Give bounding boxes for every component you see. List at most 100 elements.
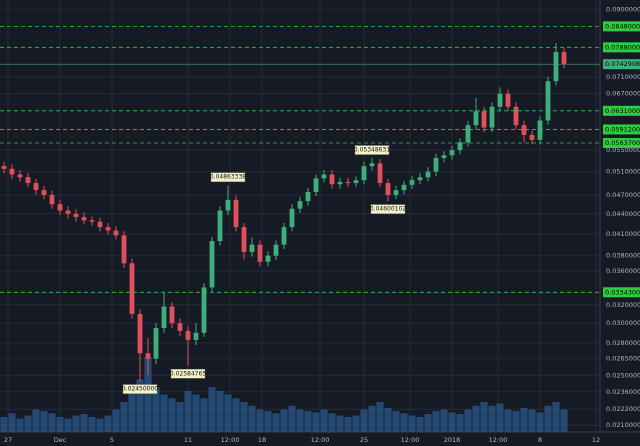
volume-bar [544,405,552,432]
candle-body [521,125,527,135]
volume-bar [448,412,456,432]
current-price-box [603,59,640,70]
candle-body [57,204,63,211]
x-tick-label: 12:00 [221,436,240,444]
volume-bar [360,409,368,432]
volume-bar [80,414,88,432]
volume-bar [520,408,528,432]
volume-bar [384,408,392,432]
volume-bar [64,418,72,432]
x-tick-label: 11 [184,436,192,444]
candle-body [33,183,39,191]
volume-bar [24,415,32,432]
x-tick-label: 12:00 [311,436,330,444]
volume-bar [224,394,232,432]
x-tick-label: Dec [54,436,67,444]
current-price-label: 0.07429086 [605,60,640,68]
volume-bar [136,379,144,432]
candle-body [449,150,455,156]
volume-bar [496,403,504,432]
x-tick-label: 12:00 [489,436,508,444]
volume-bar [176,402,184,432]
candle-body [329,174,335,185]
volume-bar [144,357,152,432]
volume-bar [456,414,464,432]
volume-bar [32,409,40,432]
candle-body [257,244,263,262]
candle-body [153,328,159,359]
candle-body [1,166,7,169]
volume-bar [280,409,288,432]
candle-body [241,227,247,252]
x-tick-label: 12 [592,436,600,444]
annotation-box [122,384,158,394]
x-tick-label: 25 [360,436,368,444]
candle-body [201,287,207,333]
volume-bar [416,417,424,432]
x-tick-label: 18 [258,436,266,444]
candle-body [185,330,191,340]
volume-bar [104,415,112,432]
candle-body [129,263,135,314]
candle-body [497,93,503,107]
volume-bar [536,412,544,432]
candle-body [529,134,535,140]
volume-bar [240,402,248,432]
candle-body [457,142,463,151]
candle-body [169,306,175,324]
volume-bar [200,398,208,432]
candle-body [225,199,231,211]
volume-bar [480,402,488,432]
volume-bar [464,409,472,432]
candle-body [313,178,319,192]
candle-body [137,313,143,354]
candle-body [249,244,255,252]
candle-body [513,106,519,126]
candle-body [41,190,47,195]
volume-bar [160,394,168,432]
volume-bar [96,418,104,432]
volume-bar [120,402,128,432]
volume-bar [256,409,264,432]
candle-body [441,155,447,158]
volume-bar [272,413,280,432]
volume-bar [208,387,216,432]
candle-body [425,171,431,178]
volume-bar [248,405,256,432]
candle-body [305,191,311,202]
candle-body [489,106,495,128]
volume-bar [184,390,192,432]
volume-bar [232,398,240,432]
volume-bar [328,413,336,432]
volume-bar [344,417,352,432]
candle-body [377,163,383,184]
candle-body [73,213,79,218]
volume-bar [424,414,432,432]
volume-bar [440,409,448,432]
volume-bar [376,402,384,432]
volume-bar [528,409,536,432]
x-tick-label: 5 [110,436,114,444]
volume-bar [216,390,224,432]
candle-body [9,168,15,175]
candle-body [321,174,327,179]
candle-body [401,184,407,191]
volume-bar [352,415,360,432]
annotation-box [370,204,406,214]
candle-body [361,166,367,181]
candle-body [49,194,55,205]
volume-bar [48,413,56,432]
volume-bar [168,398,176,432]
annotation-label: 0.04600102 [370,206,406,213]
